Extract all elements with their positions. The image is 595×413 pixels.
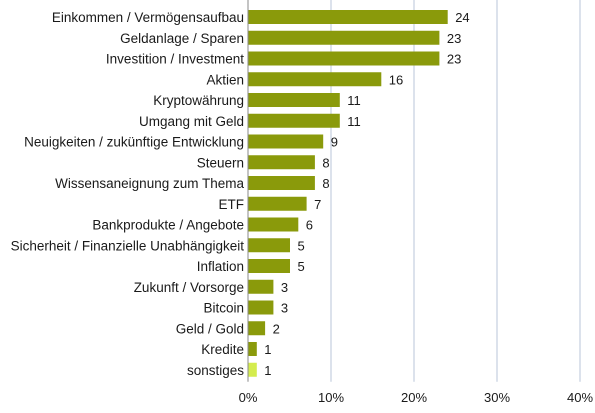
value-label-17: 1 bbox=[264, 363, 271, 378]
bar-12 bbox=[248, 259, 290, 273]
category-label-3: Aktien bbox=[206, 72, 244, 87]
x-tick-label-4: 40% bbox=[567, 390, 593, 405]
bar-layer bbox=[248, 10, 448, 377]
value-label-14: 3 bbox=[281, 301, 288, 316]
category-label-8: Wissensaneignung zum Thema bbox=[55, 176, 244, 191]
x-tick-label-layer: 0% 10% 20% 30% 40% bbox=[239, 390, 594, 405]
bar-13 bbox=[248, 279, 274, 294]
category-label-layer: Einkommen / Vermögensaufbau Geldanlage / … bbox=[11, 10, 245, 378]
value-label-0: 24 bbox=[455, 10, 469, 25]
value-label-2: 23 bbox=[447, 52, 461, 67]
bar-0 bbox=[248, 10, 448, 24]
category-label-10: Bankprodukte / Angebote bbox=[92, 218, 244, 233]
value-label-12: 5 bbox=[298, 259, 305, 274]
bar-11 bbox=[248, 238, 290, 253]
bar-3 bbox=[248, 72, 382, 87]
x-tick-label-1: 10% bbox=[318, 390, 344, 405]
value-label-7: 8 bbox=[322, 155, 329, 170]
value-label-10: 6 bbox=[306, 218, 313, 233]
category-label-4: Kryptowährung bbox=[153, 93, 244, 108]
bar-2 bbox=[248, 51, 440, 66]
bar-5 bbox=[248, 113, 340, 128]
value-label-3: 16 bbox=[389, 72, 403, 87]
category-label-16: Kredite bbox=[201, 342, 244, 357]
category-label-11: Sicherheit / Finanzielle Unabhängigkeit bbox=[11, 238, 245, 253]
bar-10 bbox=[248, 217, 299, 232]
category-label-12: Inflation bbox=[197, 259, 244, 274]
category-label-0: Einkommen / Vermögensaufbau bbox=[52, 10, 244, 25]
value-label-4: 11 bbox=[347, 93, 361, 108]
value-label-5: 11 bbox=[347, 114, 361, 129]
value-label-15: 2 bbox=[273, 321, 280, 336]
value-label-8: 8 bbox=[322, 176, 329, 191]
category-label-9: ETF bbox=[219, 197, 245, 212]
category-label-15: Geld / Gold bbox=[176, 321, 244, 336]
category-label-7: Steuern bbox=[197, 155, 244, 170]
x-tick-label-3: 30% bbox=[484, 390, 510, 405]
bar-16 bbox=[248, 342, 257, 356]
bar-1 bbox=[248, 30, 440, 45]
value-label-16: 1 bbox=[264, 342, 271, 357]
category-label-14: Bitcoin bbox=[203, 301, 244, 316]
bar-9 bbox=[248, 196, 307, 211]
category-label-5: Umgang mit Geld bbox=[139, 114, 244, 129]
category-label-13: Zukunft / Vorsorge bbox=[134, 280, 244, 295]
value-label-11: 5 bbox=[298, 238, 305, 253]
bar-6 bbox=[248, 134, 324, 149]
value-label-1: 23 bbox=[447, 31, 461, 46]
bar-4 bbox=[248, 93, 340, 107]
category-label-17: sonstiges bbox=[187, 363, 244, 378]
category-label-2: Investition / Investment bbox=[106, 52, 244, 67]
category-label-1: Geldanlage / Sparen bbox=[120, 31, 244, 46]
bar-15 bbox=[248, 321, 266, 336]
bar-8 bbox=[248, 176, 315, 190]
bar-17 bbox=[248, 362, 257, 377]
bar-14 bbox=[248, 300, 274, 315]
x-tick-label-2: 20% bbox=[401, 390, 427, 405]
value-label-13: 3 bbox=[281, 280, 288, 295]
x-tick-label-0: 0% bbox=[239, 390, 258, 405]
value-label-9: 7 bbox=[314, 197, 321, 212]
bar-7 bbox=[248, 155, 315, 170]
category-label-6: Neuigkeiten / zukünftige Entwicklung bbox=[24, 135, 244, 150]
value-label-6: 9 bbox=[331, 135, 338, 150]
